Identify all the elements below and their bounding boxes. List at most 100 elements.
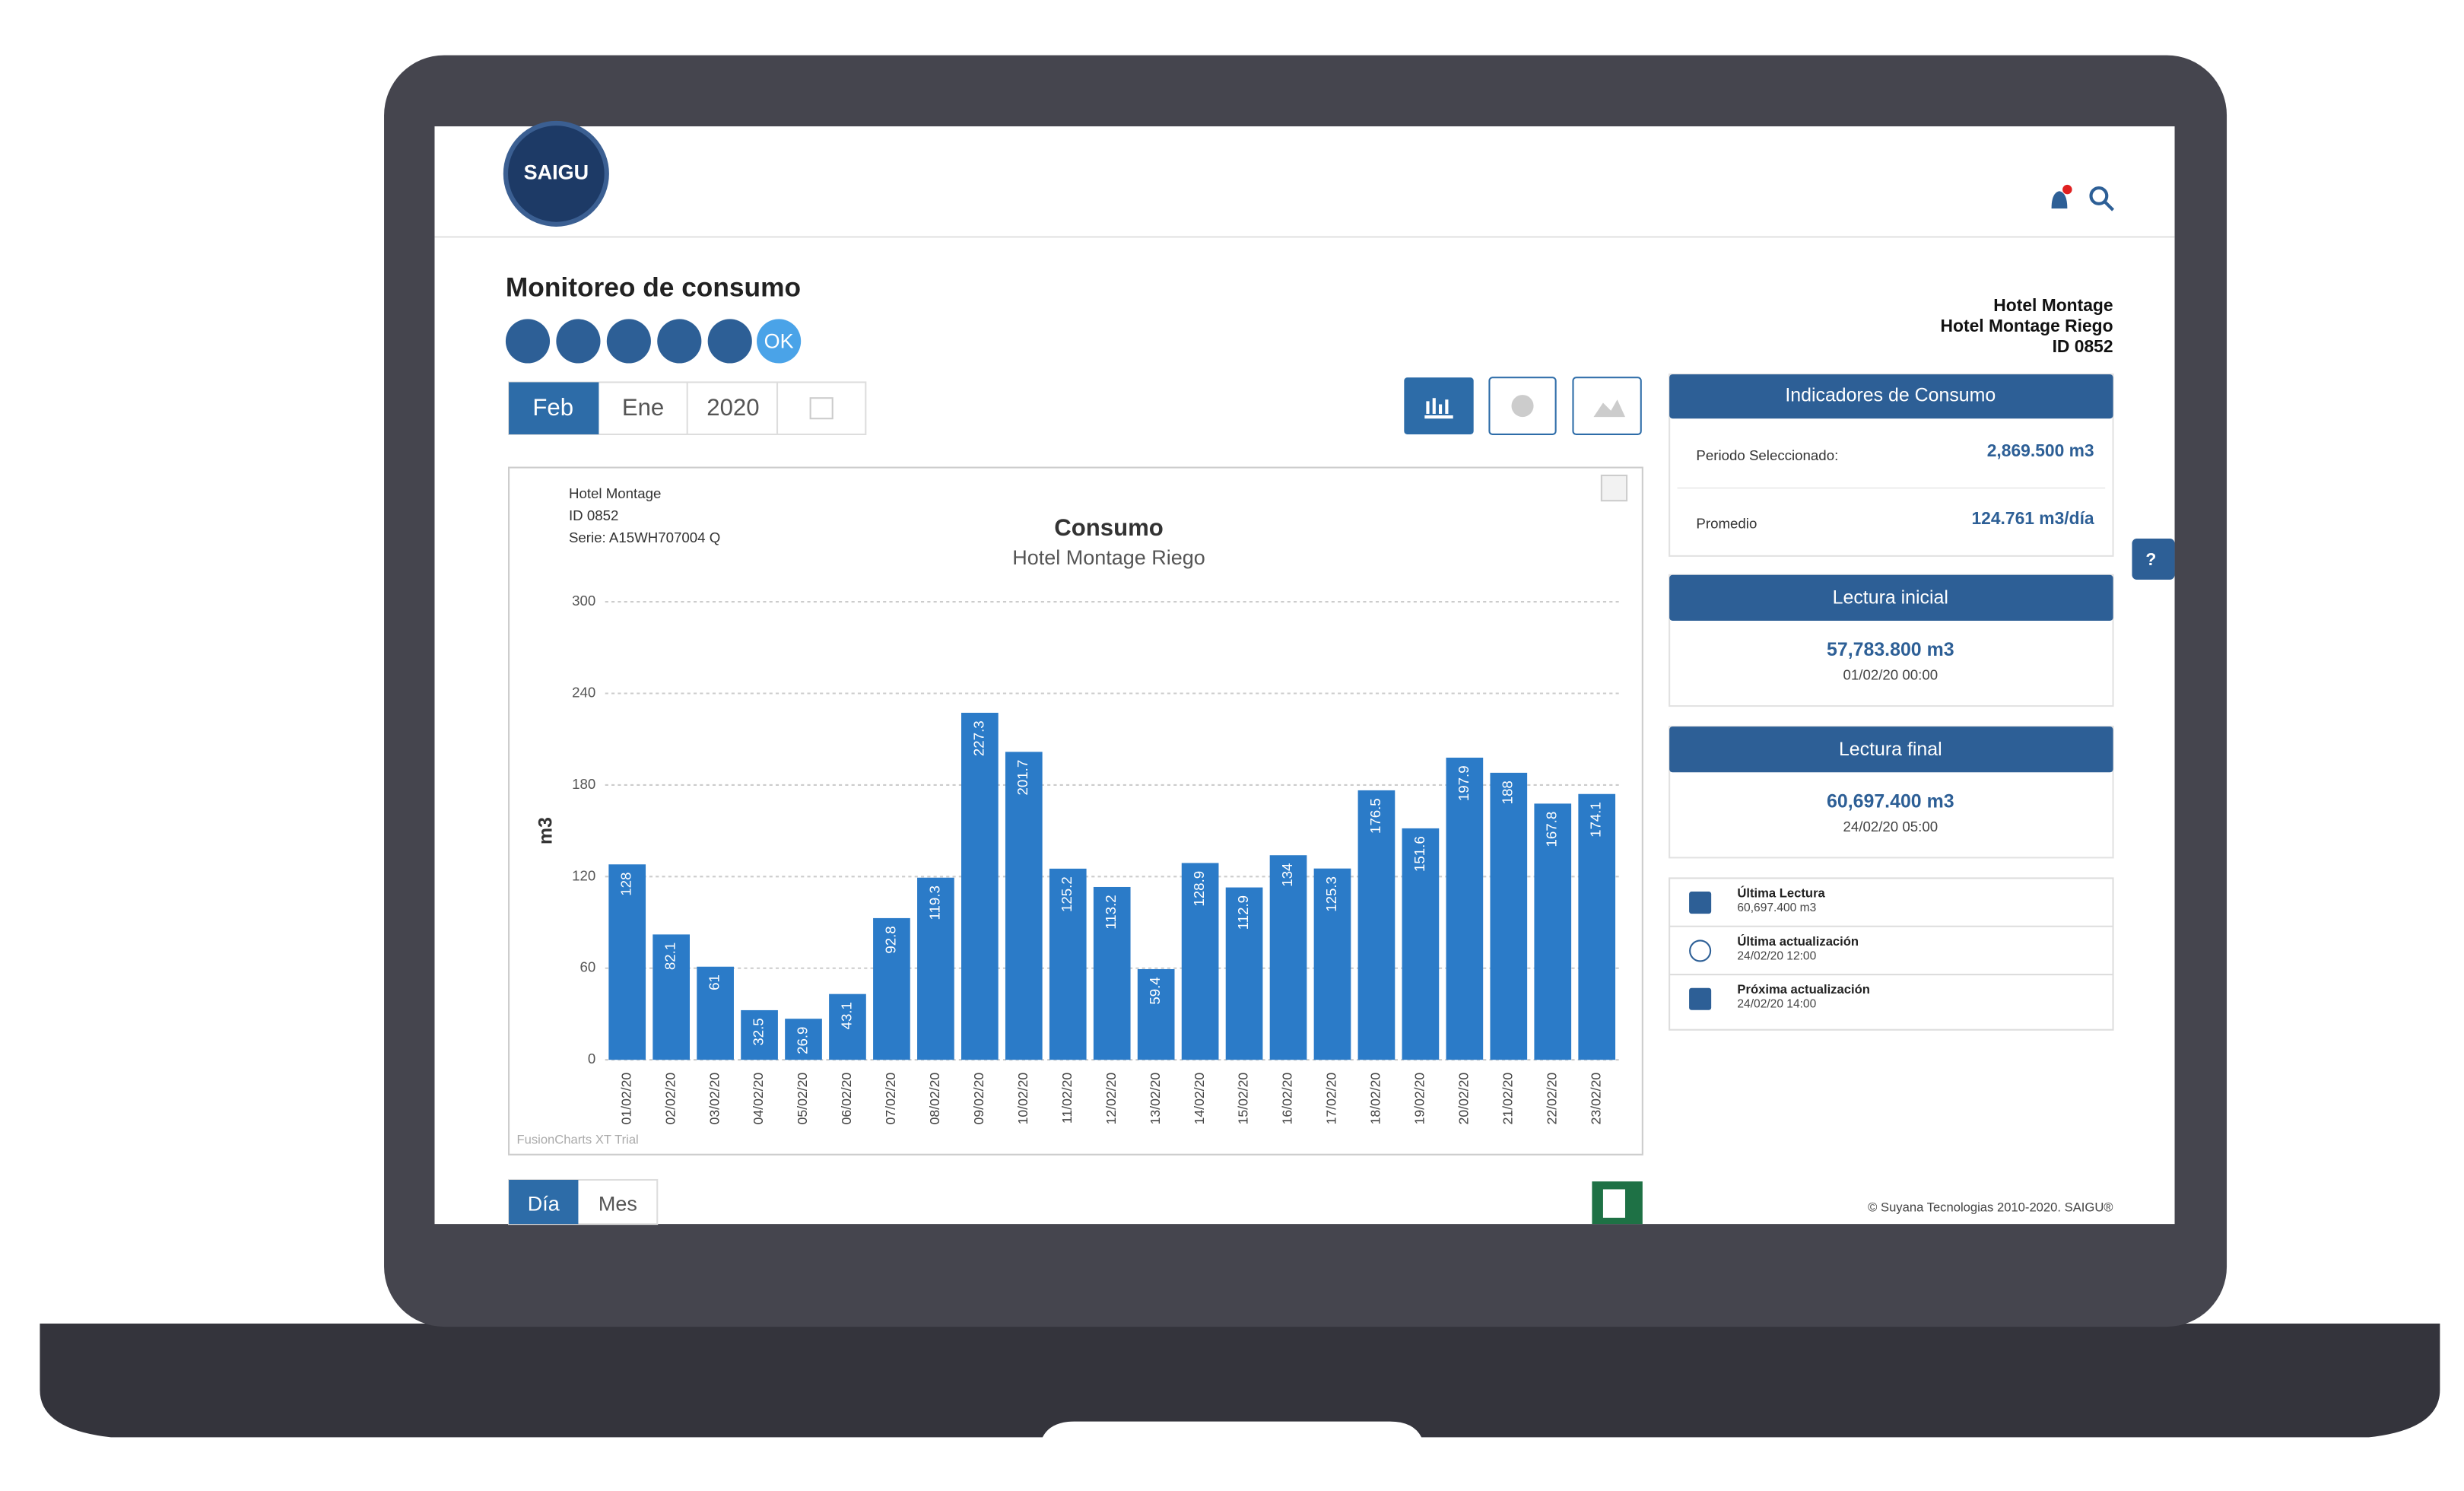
y-tick-label: 300	[572, 593, 595, 609]
status-panel	[1669, 877, 2114, 1031]
tab[interactable]: Ene	[622, 394, 664, 421]
bar	[1049, 868, 1087, 1060]
value-label: 227.3	[970, 720, 986, 756]
excel-icon	[1602, 1189, 1625, 1218]
indicator-label: Promedio	[1696, 515, 1757, 531]
bar-icon	[1424, 398, 1453, 419]
x-tick-label: 18/02/20	[1368, 1073, 1383, 1125]
panel-title: Lectura inicial	[1833, 587, 1948, 608]
notification-dot	[2062, 184, 2072, 195]
chart-info: Serie: A15WH707004 Q	[569, 529, 720, 545]
icon-image[interactable]	[556, 319, 601, 364]
panel-header	[1669, 574, 2113, 621]
reading-date: 01/02/20 00:00	[1843, 667, 1938, 683]
help-button[interactable]	[2132, 539, 2175, 580]
value-label: 134	[1279, 863, 1295, 887]
area-view-button[interactable]	[1572, 377, 1642, 436]
y-tick-label: 180	[572, 776, 595, 792]
bar	[741, 1009, 778, 1060]
tab[interactable]: Mes	[599, 1192, 637, 1215]
export-button[interactable]	[1600, 474, 1628, 502]
bar	[1225, 887, 1263, 1060]
bar-view-button[interactable]	[1404, 377, 1474, 434]
bar	[653, 934, 690, 1060]
icon-ok[interactable]	[757, 319, 802, 364]
value-label: 92.8	[882, 926, 898, 953]
bar	[608, 864, 646, 1060]
pie-icon	[1511, 395, 1534, 418]
bar	[1578, 793, 1616, 1060]
bar	[1402, 828, 1440, 1060]
reading-value: 60,697.400 m3	[1827, 790, 1954, 812]
status-icon	[1689, 939, 1712, 962]
chart-info: ID 0852	[569, 507, 618, 523]
status-label: Próxima actualización	[1737, 982, 1869, 997]
x-tick-label: 11/02/20	[1059, 1073, 1075, 1124]
status-label: Última actualización	[1737, 934, 1859, 949]
calendar-icon[interactable]	[809, 397, 834, 420]
indicator-label: Periodo Seleccionado:	[1696, 447, 1838, 463]
bar	[829, 993, 866, 1060]
value-label: 113.2	[1103, 895, 1119, 929]
bar	[1005, 752, 1043, 1060]
x-tick-label: 16/02/20	[1280, 1073, 1295, 1125]
status-value: 24/02/20 12:00	[1737, 949, 1816, 962]
y-tick-label: 120	[572, 867, 595, 883]
bar	[917, 877, 954, 1060]
y-tick-label: 0	[588, 1051, 595, 1067]
laptop-base	[40, 1323, 2440, 1438]
x-tick-label: 17/02/20	[1324, 1073, 1339, 1125]
x-tick-label: 08/02/20	[927, 1073, 942, 1125]
chart-info: Hotel Montage	[569, 485, 661, 501]
bar	[785, 1019, 822, 1060]
tab[interactable]: Feb	[532, 394, 573, 421]
tab-active[interactable]	[509, 382, 599, 434]
icon-settings[interactable]	[657, 319, 702, 364]
bar	[873, 917, 910, 1060]
bar	[1093, 886, 1131, 1060]
bell-icon[interactable]	[2051, 191, 2068, 209]
status-value: 24/02/20 14:00	[1737, 998, 1816, 1011]
panel-header	[1669, 374, 2113, 419]
page-title: Monitoreo de consumo	[506, 272, 801, 302]
bar	[1137, 968, 1175, 1060]
x-tick-label: 12/02/20	[1103, 1073, 1119, 1125]
value-label: 43.1	[838, 1002, 854, 1029]
site-id: ID 0852	[2053, 336, 2113, 356]
value-label: 174.1	[1588, 802, 1604, 838]
value-label: 167.8	[1544, 812, 1560, 847]
x-tick-label: 13/02/20	[1148, 1073, 1163, 1125]
value-label: 125.3	[1323, 876, 1339, 912]
tab-active[interactable]	[509, 1179, 579, 1225]
value-label: 151.6	[1411, 836, 1427, 872]
tab[interactable]: Día	[528, 1192, 560, 1215]
tab[interactable]: 2020	[706, 394, 759, 421]
bar	[1313, 868, 1351, 1060]
icon-meter[interactable]	[606, 319, 651, 364]
x-tick-label: 21/02/20	[1500, 1073, 1515, 1125]
x-tick-label: 05/02/20	[795, 1073, 810, 1125]
x-tick-label: 10/02/20	[1015, 1073, 1030, 1125]
logo[interactable]	[503, 120, 609, 227]
plot: 0 60 120 180 240 300 128 01/02/20 82.1 02/02/20 61…	[572, 593, 1619, 1124]
search-icon[interactable]	[2089, 186, 2109, 205]
icon-location[interactable]	[505, 319, 551, 364]
x-tick-label: 02/02/20	[662, 1073, 678, 1125]
x-tick-label: 20/02/20	[1456, 1073, 1472, 1125]
panel-title: Indicadores de Consumo	[1785, 385, 1996, 406]
site-name: Hotel Montage	[1993, 295, 2113, 315]
value-label: 32.5	[751, 1018, 767, 1045]
x-tick-label: 09/02/20	[971, 1073, 986, 1125]
status-badge: OK	[764, 330, 794, 353]
bar	[961, 712, 999, 1060]
site-meter: Hotel Montage Riego	[1941, 316, 2113, 335]
status-icon	[1689, 987, 1712, 1010]
bar	[1534, 803, 1572, 1060]
x-tick-label: 19/02/20	[1412, 1073, 1427, 1125]
area-icon	[1593, 399, 1625, 418]
status-icon	[1689, 892, 1712, 914]
bar	[1269, 855, 1307, 1060]
icon-report[interactable]	[707, 319, 752, 364]
